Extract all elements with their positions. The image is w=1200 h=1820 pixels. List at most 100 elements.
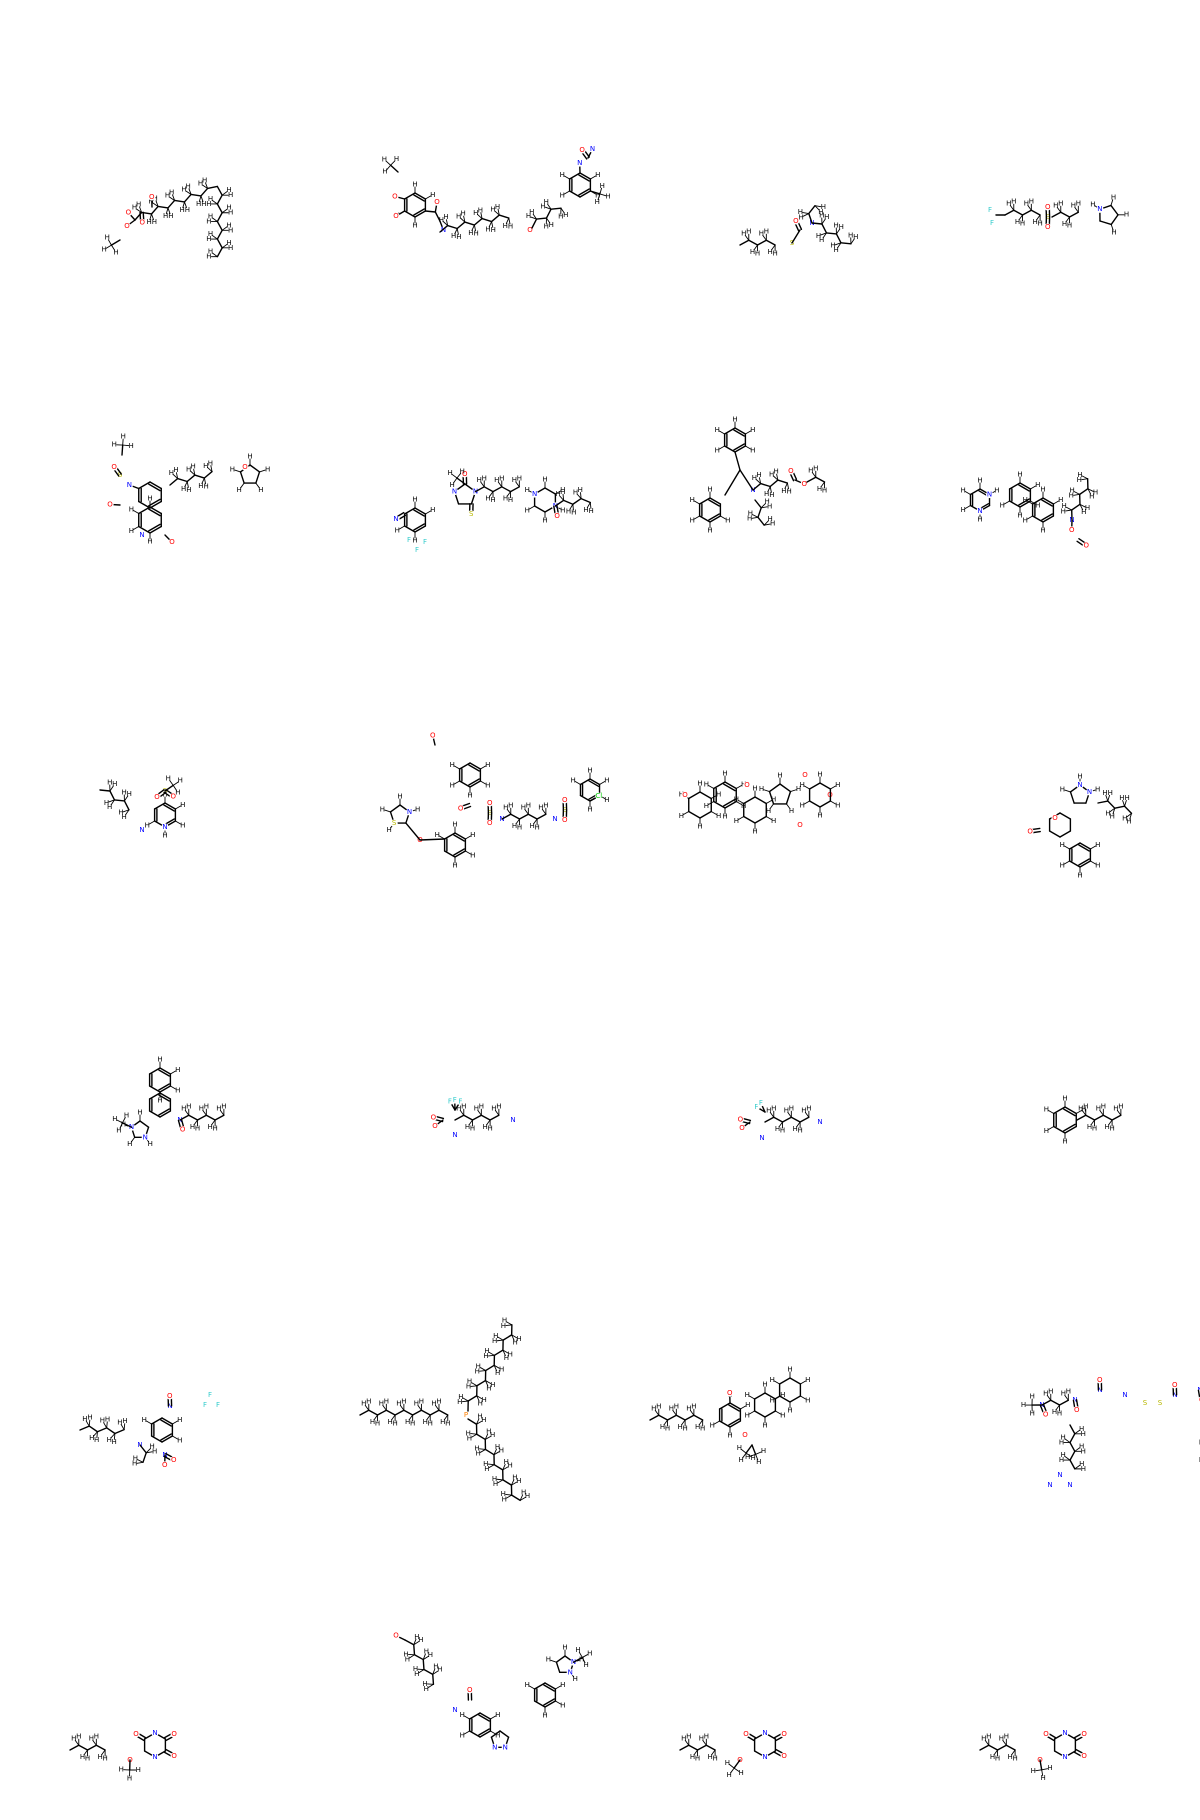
atom-label-h: H [521, 1489, 526, 1497]
atom-label-h: H [816, 232, 821, 240]
bond [714, 782, 725, 789]
bond [1060, 1400, 1069, 1405]
atom-label-h: H [734, 817, 739, 825]
bond [1070, 1460, 1075, 1469]
atom-label-h: H [573, 1675, 578, 1683]
atom-label-h: H [466, 1383, 471, 1391]
atom-label-h: H [445, 1420, 450, 1428]
atom-label-o: O [562, 796, 568, 804]
atom-label-h: H [787, 1366, 792, 1374]
atom-label-h: H [499, 474, 504, 482]
atom-label-h: H [1012, 1755, 1017, 1763]
atom-label-h: H [1061, 507, 1066, 515]
atom-label-n: N [977, 507, 982, 515]
atom-label-h: H [397, 793, 402, 801]
atom-label-h: H [570, 776, 575, 784]
atom-label-h: H [105, 1415, 110, 1423]
atom-label-o: O [154, 793, 160, 801]
atom-label-h: H [157, 1056, 162, 1064]
atom-label-h: H [805, 1376, 810, 1384]
atom-label-h: H [122, 788, 127, 796]
atom-label-h: H [456, 212, 461, 220]
atom-label-h: H [501, 1490, 506, 1498]
atom-label-h: H [1029, 198, 1034, 206]
atom-label-h: H [173, 466, 178, 474]
atom-label-h: H [781, 487, 786, 495]
atom-label-h: H [449, 481, 454, 489]
bond [520, 814, 529, 819]
atom-label-o: O [781, 1752, 787, 1760]
atom-label-h: H [1071, 201, 1076, 209]
atom-label-h: H [774, 468, 779, 476]
atom-label-h: H [392, 1420, 397, 1428]
atom-label-h: H [766, 1106, 771, 1114]
atom-label-h: H [1048, 1388, 1053, 1396]
atom-label-h: H [669, 1404, 674, 1412]
atom-label-h: H [1000, 501, 1005, 509]
atom-label-h: H [265, 465, 270, 473]
atom-label-h: H [1077, 872, 1082, 880]
bond [79, 1745, 88, 1750]
atom-label-h: H [745, 1411, 750, 1419]
bond [198, 1115, 207, 1120]
atom-label-h: H [767, 248, 772, 256]
h-bond [1065, 1457, 1070, 1461]
atom-label-h: H [478, 1400, 483, 1408]
atom-label-h: H [370, 1418, 375, 1426]
bond [1014, 210, 1023, 215]
atom-label-o: O [1083, 542, 1089, 550]
atom-label-h: H [405, 1418, 410, 1426]
atom-label-o: O [1027, 827, 1033, 835]
atom-label-o: O [1074, 1406, 1080, 1414]
bond [758, 517, 764, 525]
bond [406, 823, 420, 840]
atom-label-h: H [366, 1398, 371, 1406]
bond [700, 792, 711, 799]
atom-label-h: H [835, 801, 840, 809]
atom-label-h: H [467, 792, 472, 800]
bond [755, 797, 766, 804]
bond [425, 211, 435, 212]
bond [792, 230, 800, 243]
atom-label-h: H [1069, 492, 1074, 500]
atom-label-o: O [727, 1389, 733, 1397]
atom-label-h: H [1108, 789, 1113, 797]
atom-label-h: H [100, 1417, 105, 1425]
h-bond [385, 810, 391, 812]
bond [464, 1115, 473, 1120]
atom-label-h: H [112, 441, 117, 449]
bond [689, 1745, 698, 1750]
atom-label-h: H [412, 537, 417, 545]
atom-label-f: F [759, 1099, 763, 1107]
atom-label-h: H [1047, 1764, 1052, 1772]
atom-label-h: H [487, 1125, 492, 1133]
bond [430, 1410, 439, 1415]
atom-label-n: N [987, 491, 992, 499]
atom-label-h: H [517, 474, 522, 482]
atom-label-h: H [483, 1460, 488, 1468]
atom-label-h: H [89, 1734, 94, 1742]
h-bond [564, 176, 569, 179]
bond [70, 1745, 79, 1750]
bond [445, 833, 455, 839]
bond [1070, 843, 1080, 849]
bond [735, 452, 740, 470]
atom-label-f: F [415, 546, 419, 554]
atom-label-o: O [744, 781, 750, 789]
atom-label-h: H [558, 213, 563, 221]
bond [1031, 210, 1040, 215]
h-bond [749, 1396, 754, 1399]
atom-label-n: N [1097, 205, 1102, 213]
atom-label-o: O [1081, 1730, 1087, 1738]
atom-label-h: H [817, 771, 822, 779]
atom-label-h: H [686, 1733, 691, 1741]
bond [700, 516, 710, 522]
bond [680, 1745, 689, 1750]
bond [836, 234, 841, 243]
bond [676, 1415, 685, 1420]
bond [807, 477, 816, 482]
h-bond [149, 821, 154, 824]
